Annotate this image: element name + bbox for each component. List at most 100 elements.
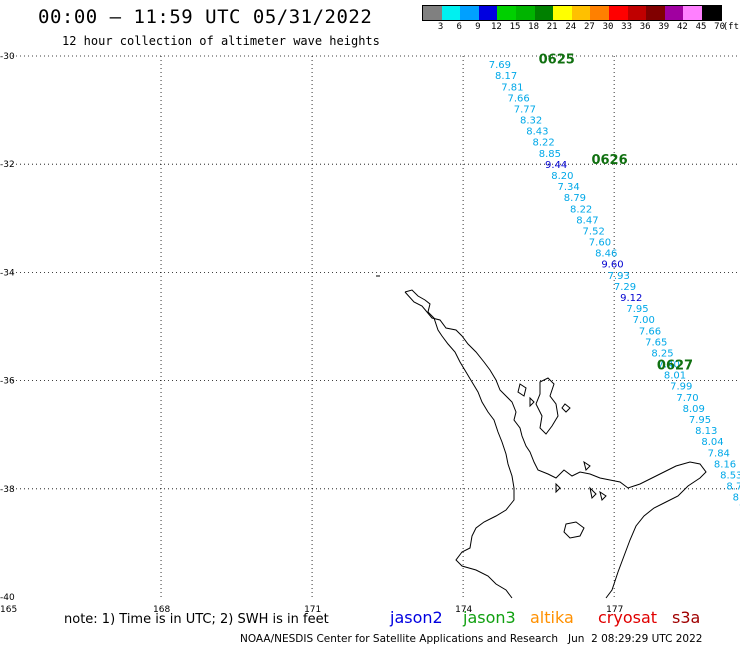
scale-swatch (683, 6, 702, 20)
wave-height-value: 8.22 (533, 138, 555, 149)
pass-time-label: 0627 (657, 358, 693, 373)
wave-height-value: 7.70 (676, 393, 698, 404)
lon-tick-label: 165 (0, 605, 17, 615)
wave-height-value: 7.93 (608, 271, 630, 282)
wave-height-value: 9.12 (620, 293, 642, 304)
lat-tick-label: -38 (0, 485, 15, 495)
wave-height-value: 8.47 (576, 215, 598, 226)
island-small-3 (589, 486, 597, 500)
wave-height-value: 9.60 (601, 260, 623, 271)
wave-height-value: 8.04 (701, 437, 723, 448)
lon-tick-label: 171 (304, 605, 321, 615)
credit-line: NOAA/NESDIS Center for Satellite Applica… (240, 633, 703, 645)
scale-swatch (534, 6, 554, 20)
scale-swatch (571, 6, 591, 20)
wave-height-value: 8.16 (714, 459, 736, 470)
scale-label: 30 (602, 22, 614, 32)
wave-height-value: 7.65 (645, 337, 667, 348)
wave-height-value: 8.01 (664, 371, 686, 382)
wave-height-value: 8.09 (683, 404, 705, 415)
wave-height-value: 7.00 (633, 315, 655, 326)
wave-height-value: 8.74 (726, 482, 740, 493)
scale-swatch (423, 6, 442, 20)
footer-note: note: 1) Time is in UTC; 2) SWH is in fe… (64, 612, 329, 627)
scale-swatch (590, 6, 609, 20)
coastline-east (404, 291, 707, 599)
scale-label: 33 (621, 22, 633, 32)
wave-height-value: 7.79 (739, 504, 740, 515)
island-small-2 (561, 403, 571, 413)
wave-height-value: 8.17 (495, 71, 517, 82)
wave-height-value: 8.25 (651, 348, 673, 359)
scale-label: 27 (583, 22, 595, 32)
scale-label: 6 (456, 22, 462, 32)
lat-tick-label: -34 (0, 268, 15, 278)
wave-height-value: 8.79 (564, 193, 586, 204)
legend-jason3: jason3 (463, 608, 516, 627)
lat-tick-label: -40 (0, 593, 15, 603)
pass-time-label: 0625 (539, 53, 575, 68)
legend-s3a: s3a (672, 608, 701, 627)
scale-swatch (441, 6, 461, 20)
legend-cryosat: cryosat (598, 608, 658, 627)
scale-label: 36 (639, 22, 651, 32)
wave-height-value: 7.52 (583, 226, 605, 237)
scale-swatch (478, 6, 498, 20)
island-great-barrier (517, 383, 527, 397)
wave-height-value: 8.20 (551, 171, 573, 182)
scale-swatch (701, 6, 721, 20)
wave-height-value: 7.40 (658, 360, 680, 371)
wave-height-value: 8.43 (526, 127, 548, 138)
wave-height-value: 7.66 (639, 326, 661, 337)
scale-swatch (497, 6, 516, 20)
pass-time-label: 0626 (591, 153, 627, 168)
wave-height-value: 8.22 (570, 204, 592, 215)
coastline-coromandel (535, 377, 559, 435)
page-subtitle: 12 hour collection of altimeter wave hei… (62, 34, 380, 48)
jason3-track: 7.698.177.817.667.778.328.438.228.859.44… (489, 60, 740, 515)
scale-unit-label: (ft) (722, 22, 740, 32)
scale-label: 24 (565, 22, 577, 32)
north-island-coastline (376, 275, 707, 599)
island-small-4 (599, 490, 607, 501)
wave-height-value: 8.32 (520, 116, 542, 127)
scale-label: 12 (490, 22, 502, 32)
island-small-7 (555, 482, 561, 494)
coastline-west (404, 289, 515, 599)
scale-swatch (515, 6, 535, 20)
scale-label: 15 (509, 22, 521, 32)
lake-taupo (563, 521, 585, 539)
wave-height-value: 7.69 (489, 60, 511, 71)
legend-jason2: jason2 (390, 608, 443, 627)
island-small-1 (529, 396, 535, 408)
scale-label: 45 (695, 22, 707, 32)
scale-label: 39 (658, 22, 670, 32)
lon-tick-label: 177 (606, 605, 623, 615)
scale-label: 3 (437, 22, 444, 32)
wave-height-value: 8.46 (595, 249, 617, 260)
wave-height-value: 7.95 (626, 304, 648, 315)
scale-swatch (608, 6, 628, 20)
scale-label: 9 (475, 22, 481, 32)
lon-tick-label: 174 (455, 605, 472, 615)
scale-label: 70 (714, 22, 726, 32)
lat-tick-label: -30 (0, 52, 15, 62)
wave-height-value: 7.66 (507, 93, 529, 104)
wave-height-value: 7.99 (670, 382, 692, 393)
scale-label: 42 (676, 22, 688, 32)
legend-altika: altika (530, 608, 574, 627)
wave-height-value: 7.81 (501, 82, 523, 93)
scale-swatch (646, 6, 665, 20)
lat-tick-label: -36 (0, 377, 15, 387)
scale-label: 21 (546, 22, 558, 32)
lon-tick-label: 168 (153, 605, 170, 615)
wave-height-value: 8.13 (695, 426, 717, 437)
wave-height-value: 7.95 (689, 415, 711, 426)
wave-height-value: 7.60 (589, 238, 611, 249)
wave-height-value: 7.84 (708, 448, 730, 459)
scale-swatch (460, 6, 479, 20)
wave-height-value: 8.85 (539, 149, 561, 160)
wave-height-value: 7.77 (514, 104, 536, 115)
lat-lon-grid: -30 -32 -34 -36 -38 -40 165 168 171 174 177 (0, 52, 740, 615)
